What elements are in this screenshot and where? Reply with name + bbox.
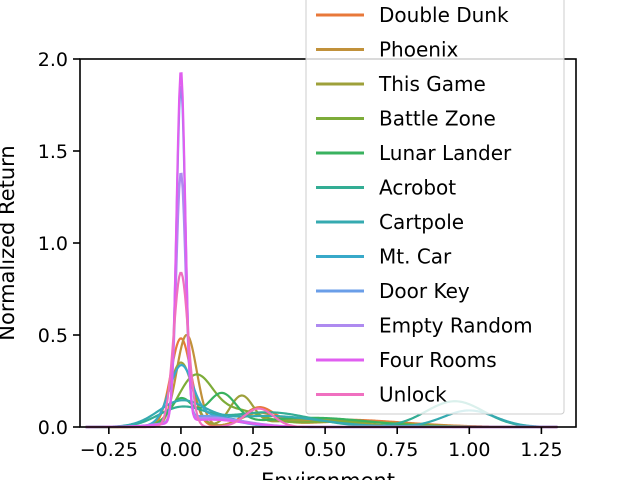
legend-box [305, 0, 565, 415]
y-tick-label: 0.0 [38, 417, 68, 439]
legend-label: Cartpole [379, 210, 464, 234]
y-axis-label: Normalized Return [0, 145, 19, 340]
x-tick-label: 0.25 [232, 439, 274, 461]
legend-label: Battle Zone [379, 107, 496, 131]
x-tick-label: 1.00 [448, 439, 490, 461]
legend-label: Double Dunk [379, 3, 509, 27]
legend-label: This Game [378, 72, 486, 96]
x-tick-label: 0.75 [376, 439, 418, 461]
legend-label: Acrobot [379, 176, 456, 200]
y-tick-label: 2.0 [38, 49, 68, 71]
x-tick-label: 0.50 [304, 439, 346, 461]
x-axis-ticks: −0.25 0.00 0.25 0.50 0.75 1.00 1.25 [80, 427, 563, 461]
y-tick-label: 1.0 [38, 233, 68, 255]
x-axis-label: Environment [261, 469, 395, 480]
legend-label: Phoenix [379, 38, 459, 62]
y-tick-label: 1.5 [38, 141, 68, 163]
legend-label: Mt. Car [379, 245, 452, 269]
y-axis-ticks: 0.0 0.5 1.0 1.5 2.0 [38, 49, 80, 439]
y-tick-label: 0.5 [38, 325, 68, 347]
legend: Double Dunk Phoenix This Game Battle Zone Lu… [305, 0, 565, 415]
legend-label: Four Rooms [379, 348, 497, 372]
legend-label: Door Key [379, 279, 470, 303]
x-tick-label: 0.00 [160, 439, 202, 461]
x-tick-label: −0.25 [80, 439, 138, 461]
legend-label: Empty Random [379, 314, 533, 338]
legend-label: Lunar Lander [379, 141, 512, 165]
legend-label: Unlock [379, 383, 447, 407]
x-tick-label: 1.25 [520, 439, 562, 461]
